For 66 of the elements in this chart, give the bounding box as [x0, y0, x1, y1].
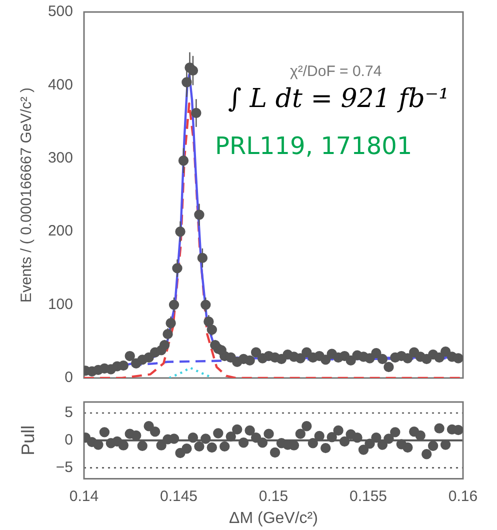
y-axis-title: Events / ( 0.000166667 GeV/c² )	[18, 87, 36, 303]
y-axis-title: Pull	[18, 425, 38, 456]
point	[206, 442, 218, 453]
point	[326, 432, 337, 442]
point	[250, 432, 262, 443]
point	[453, 424, 463, 436]
point	[264, 428, 274, 439]
x-tick-label: 0.14	[69, 488, 99, 505]
point	[440, 440, 451, 450]
point	[213, 428, 224, 438]
point	[144, 421, 154, 432]
point	[302, 421, 312, 432]
point	[200, 434, 211, 444]
annotation: ∫ L dt = 921 fb⁻¹	[228, 84, 450, 114]
point	[226, 431, 236, 442]
point	[390, 427, 400, 438]
point	[308, 438, 318, 448]
point	[415, 430, 426, 441]
x-tick-label: 0.155	[349, 488, 388, 505]
point	[384, 434, 394, 444]
point	[182, 444, 192, 454]
annotation: χ²/DoF = 0.74	[290, 63, 382, 80]
point	[270, 447, 280, 458]
point	[131, 430, 142, 441]
point	[358, 444, 369, 455]
y-tick-label: 200	[48, 222, 73, 240]
x-tick-label: 0.15	[258, 488, 288, 505]
point	[320, 442, 331, 454]
point	[156, 440, 166, 450]
point	[314, 430, 324, 442]
point	[428, 440, 438, 451]
point	[175, 448, 186, 458]
x-tick-label: 0.145	[160, 488, 198, 505]
y-tick-label: 5	[64, 404, 73, 422]
point	[339, 436, 350, 447]
point	[352, 432, 362, 443]
point	[377, 440, 388, 450]
y-tick-label: 500	[48, 3, 73, 20]
point	[402, 442, 413, 453]
point	[232, 424, 242, 435]
point	[371, 432, 382, 443]
point	[93, 440, 104, 450]
x-axis-title: ΔM (GeV/c²)	[229, 510, 318, 527]
y-tick-label: 300	[48, 150, 73, 167]
y-tick-label: 0	[64, 432, 73, 449]
point	[422, 449, 432, 460]
point	[118, 440, 129, 450]
point	[244, 425, 255, 436]
y-tick-label: 100	[48, 296, 73, 313]
y-tick-label: 0	[64, 369, 73, 386]
point	[188, 432, 198, 443]
point	[238, 437, 249, 448]
point	[150, 426, 160, 437]
y-tick-label: 400	[48, 76, 73, 94]
point	[295, 428, 306, 439]
annotation: PRL119, 171801	[215, 132, 412, 160]
y-tick-label: −5	[56, 458, 73, 476]
point	[333, 425, 344, 436]
point	[194, 441, 204, 452]
x-tick-label: 0.16	[448, 488, 478, 505]
point	[137, 440, 148, 451]
point	[434, 423, 444, 434]
point	[99, 427, 110, 438]
point	[364, 438, 375, 449]
point	[220, 441, 230, 452]
point	[257, 437, 268, 448]
